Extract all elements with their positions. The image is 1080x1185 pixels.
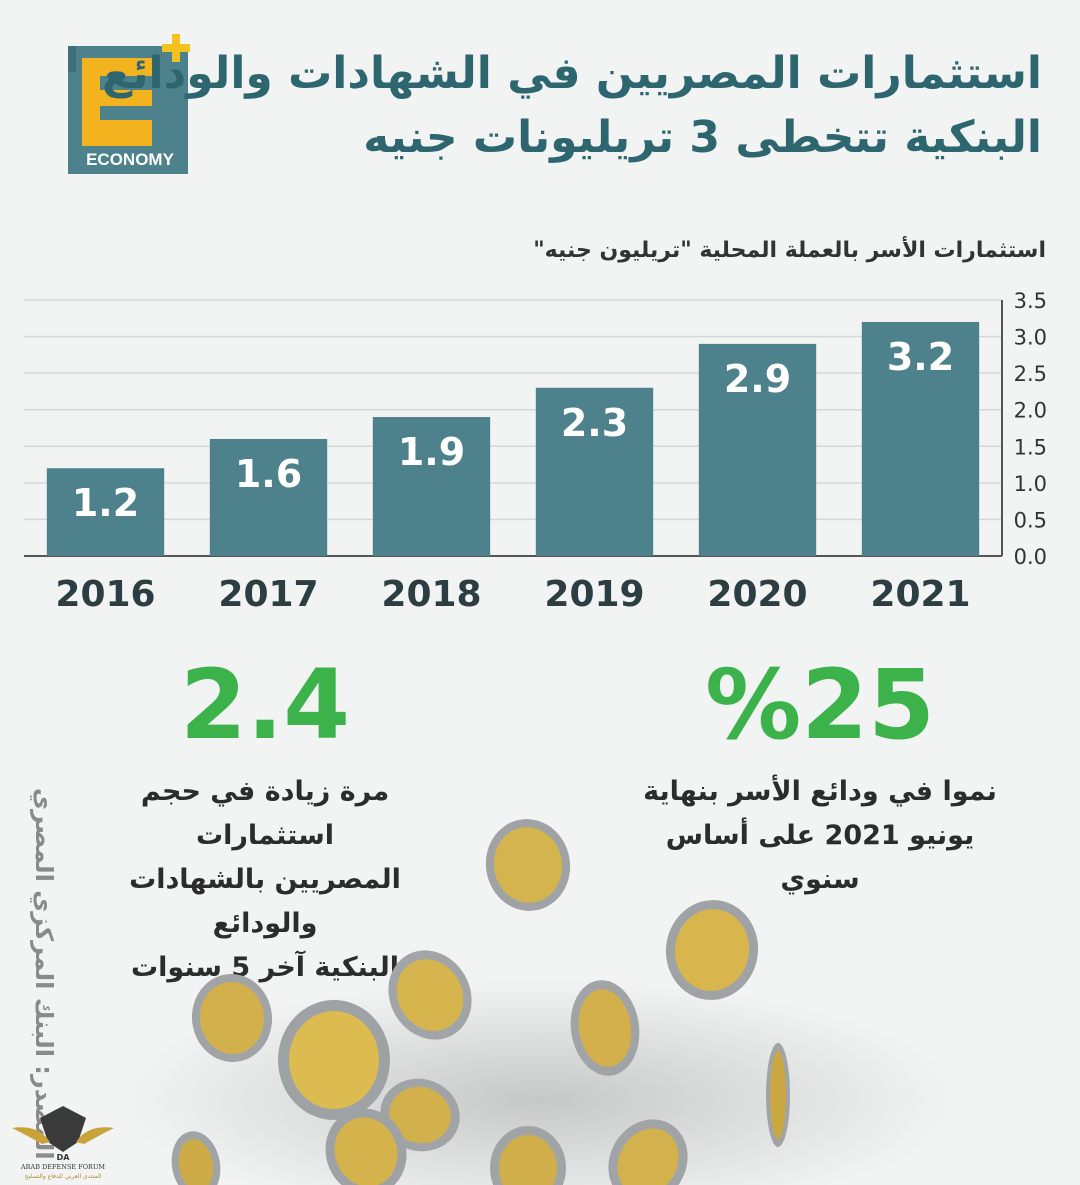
logo-text: ECONOMY xyxy=(86,150,175,169)
stat-growth-multiple: 2.4 مرة زيادة في حجم استثمارات المصريين … xyxy=(80,650,450,990)
x-tick-label: 2020 xyxy=(707,574,807,615)
y-tick-label: 1.5 xyxy=(1014,435,1047,459)
bar-2017 xyxy=(209,438,328,556)
coin-icon xyxy=(191,974,273,1062)
forum-arabic-name: المنتدى العربي للدفاع والتسليح xyxy=(25,1173,102,1180)
page-title: استثمارات المصريين في الشهادات والودائع … xyxy=(101,42,1042,170)
chart-grid xyxy=(24,299,1003,557)
chart-bars: 1.2 1.6 1.9 2.3 2.9 3.2 xyxy=(46,321,980,556)
coin-icon xyxy=(278,1000,390,1120)
coin-icon xyxy=(485,819,571,911)
bar-data-label: 1.2 xyxy=(72,481,139,525)
coin-icon xyxy=(388,950,472,1040)
forum-name: ARAB DEFENSE FORUM xyxy=(20,1163,105,1171)
falling-coins-illustration xyxy=(120,819,960,1185)
y-axis-ticks: 3.5 3.0 2.5 2.0 1.5 1.0 0.5 0.0 xyxy=(1014,289,1047,569)
x-tick-label: 2017 xyxy=(218,574,318,615)
bar-data-label: 3.2 xyxy=(887,335,954,379)
chart-title: استثمارات الأسر بالعملة المحلية "تريليون… xyxy=(533,238,1046,263)
source-note: المصدر: البنك المركزي المصري xyxy=(30,788,58,1160)
economy-logo: ECONOMY xyxy=(68,34,190,174)
stat-right-description: نموا في ودائع الأسر بنهاية يونيو 2021 عل… xyxy=(630,770,1010,902)
bar-data-label: 1.6 xyxy=(235,452,302,496)
stat-left-desc-line-2: المصريين بالشهادات والودائع xyxy=(129,864,401,939)
bar-2016 xyxy=(46,468,165,556)
y-tick-label: 2.5 xyxy=(1014,362,1047,386)
coin-icon xyxy=(171,1131,221,1185)
stat-right-desc-line-3: سنوي xyxy=(780,864,860,895)
bar-2020 xyxy=(698,343,817,556)
bar-data-label: 2.9 xyxy=(724,357,791,401)
stat-right-desc-line-1: نموا في ودائع الأسر بنهاية xyxy=(643,776,997,807)
y-tick-label: 0.0 xyxy=(1014,545,1047,569)
y-tick-label: 3.0 xyxy=(1014,326,1047,350)
coin-icon xyxy=(570,980,640,1076)
bar-data-label: 2.3 xyxy=(561,401,628,445)
stat-right-desc-line-2: يونيو 2021 على أساس xyxy=(665,820,975,851)
stat-growth-percent: %25 نموا في ودائع الأسر بنهاية يونيو 202… xyxy=(630,650,1010,902)
x-tick-label: 2021 xyxy=(870,574,970,615)
bar-chart: 1.2 1.6 1.9 2.3 2.9 3.2 3.5 3.0 2.5 2.0 1.5 1.0 0.5… xyxy=(24,289,1047,615)
stat-left-value: 2.4 xyxy=(179,649,351,761)
stat-left-description: مرة زيادة في حجم استثمارات المصريين بالش… xyxy=(80,770,450,990)
x-tick-label: 2016 xyxy=(55,574,155,615)
x-axis-ticks: 2016 2017 2018 2019 2020 2021 xyxy=(55,574,970,615)
stat-left-desc-line-3: البنكية آخر 5 سنوات xyxy=(131,952,399,983)
coin-icon xyxy=(325,1108,407,1185)
forum-abbr: DA xyxy=(57,1153,71,1162)
x-tick-label: 2019 xyxy=(544,574,644,615)
stat-right-value: %25 xyxy=(705,649,935,761)
title-line-1: استثمارات المصريين في الشهادات والودائع xyxy=(101,48,1042,99)
bar-data-label: 1.9 xyxy=(398,430,465,474)
bar-2018 xyxy=(372,417,491,556)
coin-icon xyxy=(766,1043,790,1147)
bar-2019 xyxy=(535,387,654,556)
stat-left-desc-line-1: مرة زيادة في حجم استثمارات xyxy=(140,776,390,851)
y-tick-label: 1.0 xyxy=(1014,472,1047,496)
y-tick-label: 2.0 xyxy=(1014,399,1047,423)
coin-icon xyxy=(490,1126,566,1185)
x-tick-label: 2018 xyxy=(381,574,481,615)
y-tick-label: 0.5 xyxy=(1014,508,1047,532)
bar-2021 xyxy=(861,321,980,556)
title-line-2: البنكية تتخطى 3 تريليونات جنيه xyxy=(363,112,1042,163)
y-tick-label: 3.5 xyxy=(1014,289,1047,313)
arab-defense-forum-watermark: DA ARAB DEFENSE FORUM المنتدى العربي للد… xyxy=(12,1106,114,1180)
coin-icon xyxy=(665,900,759,1000)
coin-icon xyxy=(608,1119,688,1185)
